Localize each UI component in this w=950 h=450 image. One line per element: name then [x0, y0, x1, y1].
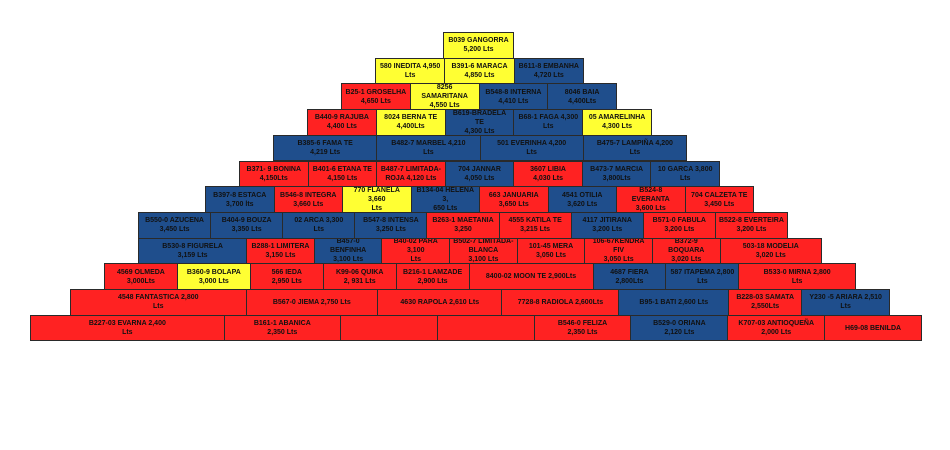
- pyramid-cell: B397-8 ESTACA 3,700 lts: [205, 186, 275, 213]
- pyramid-cell: 501 EVERINHA 4,200 Lts: [479, 134, 584, 162]
- pyramid-cell: B216-1 LAMZADE 2,900 Lts: [395, 263, 470, 290]
- pyramid-cell: 4541 OTILIA 3,620 Lts: [547, 186, 617, 213]
- pyramid-cell: B95-1 BATI 2,600 Lts: [618, 289, 730, 316]
- pyramid-cell: B227-03 EVARNA 2,400 Lts: [30, 314, 225, 342]
- pyramid-cell: 580 INEDITA 4,950 Lts: [375, 57, 446, 85]
- pyramid-cell: B482-7 MARBEL 4,210 Lts: [376, 134, 481, 162]
- pyramid-cell: 101-45 MERA 3,050 Lts: [516, 237, 586, 265]
- pyramid-cell: B524-8 EVERANTA 3,600 Lts: [616, 186, 686, 213]
- pyramid-cell: 4569 OLMEDA 3,000Lts: [104, 263, 178, 290]
- pyramid-cell: B25-1 GROSELHA 4,650 Lts: [341, 83, 411, 111]
- pyramid-cell: B360-9 BOLAPA 3,000 Lts: [176, 263, 251, 290]
- pyramid-cell: 3607 LIBIA 4,030 Lts: [513, 160, 583, 188]
- pyramid-cell: B530-8 FIGURELA 3,159 Lts: [138, 237, 248, 265]
- pyramid-cell: 704 JANNAR 4,050 Lts: [444, 160, 515, 188]
- pyramid-cell: B487-7 LIMITADA- ROJA 4,120 Lts: [376, 160, 446, 188]
- pyramid-cell: 566 IEDA 2,950 Lts: [249, 263, 324, 290]
- pyramid-cell: B263-1 MAETANIA 3,250: [426, 211, 500, 239]
- pyramid-cell: B522-8 EVERTEIRA 3,200 Lts: [714, 211, 788, 239]
- pyramid-cell: B401-6 ETANA TE 4,150 Lts: [307, 160, 378, 188]
- pyramid-cell: 587 ITAPEMA 2,800 Lts: [665, 263, 740, 290]
- pyramid-cell: B571-0 FABULA 3,200 Lts: [642, 211, 716, 239]
- pyramid-cell: 663 JANUARIA 3,650 Lts: [479, 186, 549, 213]
- pyramid-cell: B611-8 EMBANHA 4,720 Lts: [513, 57, 584, 85]
- pyramid-cell: 106-67KENDRA FIV 3,050 Lts: [584, 237, 653, 265]
- pyramid-cell: 8046 BAIA 4,400Lts: [547, 83, 617, 111]
- pyramid-cell: B533-0 MIRNA 2,800 Lts: [738, 263, 856, 290]
- pyramid-cell: Y230 -5 ARIARA 2,510 Lts: [801, 289, 890, 316]
- pyramid-cell: 02 ARCA 3,300 Lts: [282, 211, 356, 239]
- pyramid-cell: K99-06 QUIKA 2, 931 Lts: [322, 263, 397, 290]
- pyramid-cell: B372-9 BOQUARA 3,020 Lts: [651, 237, 721, 265]
- pyramid-cell: 503-18 MODELIA 3,020 Lts: [719, 237, 822, 265]
- pyramid-cell: 7728-8 RADIOLA 2,600Lts: [501, 289, 620, 316]
- pyramid-cell: B440-9 RAJUBA 4,400 Lts: [307, 109, 377, 136]
- pyramid-cell: B385-6 FAMA TE 4,219 Lts: [273, 134, 378, 162]
- pyramid-cell: B475-7 LAMPIÑA 4,200 Lts: [582, 134, 687, 162]
- pyramid-cell: B548-8 INTERNA 4,410 Lts: [478, 83, 549, 111]
- pyramid-cell: 4687 FIERA 2,800Lts: [592, 263, 667, 290]
- pyramid-cell: B473-7 MARCIA 3,800Lts: [581, 160, 652, 188]
- pyramid-cell: B039 GANGORRA 5,200 Lts: [443, 32, 514, 59]
- pyramid-cell: H69-08 BENILDA: [824, 314, 922, 342]
- pyramid-cell: [436, 314, 535, 342]
- pyramid-cell: B567-0 JIEMA 2,750 Lts: [245, 289, 379, 316]
- pyramid-cell: B371- 9 BONINA 4,150Lts: [239, 160, 309, 188]
- pyramid-cell: B404-9 BOUZA 3,350 Lts: [210, 211, 284, 239]
- pyramid-cell: B550-0 AZUCENA 3,450 Lts: [138, 211, 212, 239]
- pyramid-cell: 8024 BERNA TE 4,400Lts: [375, 109, 446, 136]
- pyramid-cell: 10 GARCA 3,800 Lts: [650, 160, 720, 188]
- pyramid-cell: 05 AMARELINHA 4,300 Lts: [582, 109, 652, 136]
- pyramid-cell: 4548 FANTASTICA 2,800 Lts: [70, 289, 247, 316]
- pyramid-cell: B288-1 LIMITERA 3,150 Lts: [246, 237, 315, 265]
- pyramid-cell: 4555 KATILA TE 3,215 Lts: [498, 211, 572, 239]
- pyramid-cell: B134-04 HELENA 3, 650 Lts: [410, 186, 480, 213]
- pyramid-cell: B502-7 LIMITADA- BLANCA 3,100 Lts: [449, 237, 518, 265]
- pyramid-cell: B68-1 FAGA 4,300 Lts: [513, 109, 584, 136]
- pyramid-cell: B391-6 MARACA 4,850 Lts: [444, 57, 515, 85]
- pyramid-cell: B547-8 INTENSA 3,250 Lts: [354, 211, 428, 239]
- pyramid-cell: 8256 SAMARITANA 4,550 Lts: [409, 83, 480, 111]
- pyramid-cell: B619-BRADELA TE 4,300 Lts: [444, 109, 515, 136]
- pyramid-cell: B529-0 ORIANA 2,120 Lts: [630, 314, 729, 342]
- pyramid-cell: B546-0 FELIZA 2,350 Lts: [533, 314, 632, 342]
- pyramid-cell: B546-8 INTEGRA 3,660 Lts: [273, 186, 343, 213]
- pyramid-cell: 770 FLANELA 3,660 Lts: [342, 186, 412, 213]
- pyramid-cell: B228-03 SAMATA 2,550Lts: [728, 289, 803, 316]
- pyramid-cell: 4630 RAPOLA 2,610 Lts: [377, 289, 503, 316]
- pyramid-cell: B40-02 PARA 3,100 Lts: [381, 237, 451, 265]
- pyramid-cell: 8400-02 MOON TE 2,900Lts: [468, 263, 594, 290]
- pyramid-cell: 4117 JITIRANA 3,200 Lts: [570, 211, 644, 239]
- pyramid-cell: B161-1 ABANICA 2,350 Lts: [223, 314, 341, 342]
- pyramid-cell: [339, 314, 438, 342]
- pyramid-cell: 704 CALZETA TE 3,450 Lts: [684, 186, 754, 213]
- pyramid-cell: B457-0 BENFINHA 3,100 Lts: [313, 237, 383, 265]
- pyramid-cell: K707-03 ANTIOQUEÑA 2,000 Lts: [727, 314, 826, 342]
